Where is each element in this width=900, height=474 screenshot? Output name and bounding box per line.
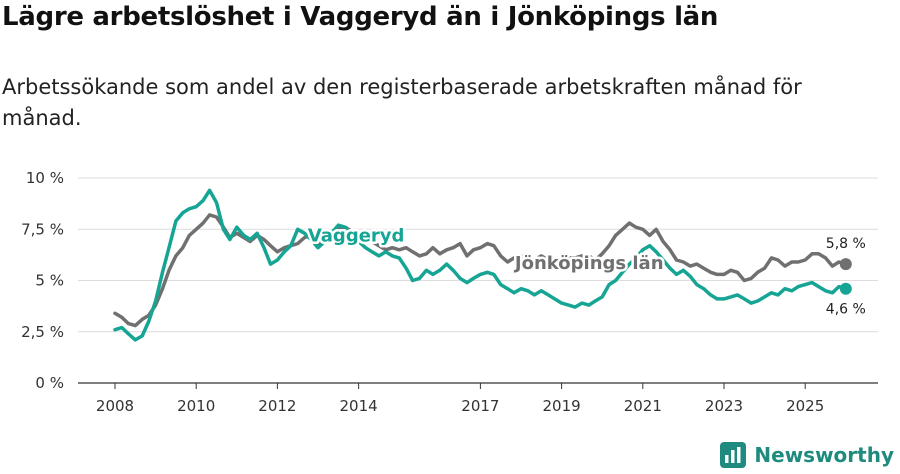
x-tick-label: 2019	[543, 397, 581, 415]
x-tick-label: 2017	[461, 397, 499, 415]
y-tick-label: 0 %	[35, 374, 64, 392]
chart-title: Lägre arbetslöshet i Vaggeryd än i Jönkö…	[2, 2, 719, 32]
chart-subtitle: Arbetssökande som andel av den registerb…	[2, 75, 802, 130]
series-end-point-j-nk-pings-l-n	[839, 258, 852, 271]
series-line-vaggeryd	[113, 188, 848, 342]
end-value-label: 4,6 %	[826, 302, 866, 318]
x-tick-label: 2014	[340, 397, 378, 415]
y-tick-label: 10 %	[26, 169, 64, 187]
x-tick-label: 2010	[177, 397, 215, 415]
x-tick-label: 2023	[705, 397, 743, 415]
series-label: Vaggeryd	[308, 226, 405, 247]
series-line-j-nk-pings-l-n	[113, 213, 848, 328]
x-tick-label: 2025	[786, 397, 824, 415]
end-value-label: 5,8 %	[826, 236, 866, 252]
x-tick-label: 2012	[258, 397, 296, 415]
x-tick-label: 2008	[96, 397, 134, 415]
y-tick-label: 7,5 %	[21, 220, 64, 238]
y-tick-label: 2,5 %	[21, 323, 64, 341]
brand-name: Newsworthy	[754, 443, 894, 467]
series-end-point-vaggeryd	[839, 282, 852, 295]
y-tick-label: 5 %	[35, 272, 64, 290]
axes: 0 % 2,5 % 5 % 7,5 % 10 % 2008 2010 2012 2014 2017…	[21, 169, 878, 415]
grid-lines	[78, 177, 878, 333]
series-lines	[113, 188, 852, 342]
series-label: Jönköpings län	[513, 253, 664, 274]
x-tick-label: 2021	[624, 397, 662, 415]
brand-logo: Newsworthy	[720, 442, 894, 468]
series-labels: Jönköpings län Vaggeryd 5,8 % 4,6 %	[305, 223, 866, 318]
newsworthy-logo-icon	[720, 442, 747, 468]
